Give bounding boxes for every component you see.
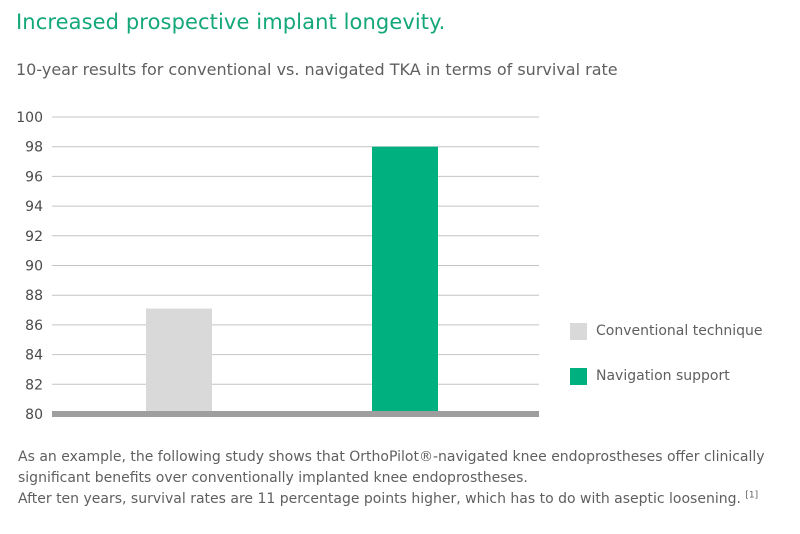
legend-item-conventional: Conventional technique bbox=[570, 320, 763, 342]
bar-navigation bbox=[372, 146, 438, 414]
legend-label-navigation: Navigation support bbox=[596, 368, 730, 384]
legend-swatch-conventional bbox=[570, 322, 587, 340]
y-tick-label-80: 80 bbox=[25, 407, 43, 423]
legend-label-conventional: Conventional technique bbox=[596, 323, 763, 339]
y-tick-label-96: 96 bbox=[25, 169, 43, 185]
citation-reference: [1] bbox=[745, 490, 759, 501]
y-tick-label-90: 90 bbox=[25, 259, 43, 275]
y-axis-ticks: 100 98 96 94 92 90 88 86 84 82 80 bbox=[16, 110, 43, 423]
y-tick-label-100: 100 bbox=[16, 110, 43, 126]
y-tick-label-82: 82 bbox=[25, 377, 43, 393]
y-tick-label-86: 86 bbox=[25, 318, 43, 334]
bar-conventional bbox=[146, 308, 212, 414]
caption-line-2: After ten years, survival rates are 11 p… bbox=[18, 489, 788, 510]
x-axis-baseline bbox=[52, 411, 539, 417]
y-tick-label-84: 84 bbox=[25, 348, 43, 364]
bars bbox=[146, 146, 438, 414]
legend-item-navigation: Navigation support bbox=[570, 365, 763, 387]
chart-title: Increased prospective implant longevity. bbox=[16, 10, 446, 34]
legend: Conventional technique Navigation suppor… bbox=[570, 320, 763, 410]
chart-subtitle: 10-year results for conventional vs. nav… bbox=[16, 60, 618, 79]
y-tick-label-92: 92 bbox=[25, 229, 43, 245]
caption-line-2-text: After ten years, survival rates are 11 p… bbox=[18, 491, 741, 507]
grid-lines bbox=[52, 116, 539, 385]
legend-swatch-navigation bbox=[570, 367, 587, 385]
y-tick-label-94: 94 bbox=[25, 199, 43, 215]
y-tick-label-98: 98 bbox=[25, 140, 43, 156]
y-tick-label-88: 88 bbox=[25, 288, 43, 304]
caption: As an example, the following study shows… bbox=[18, 447, 788, 510]
caption-line-1: As an example, the following study shows… bbox=[18, 449, 765, 486]
